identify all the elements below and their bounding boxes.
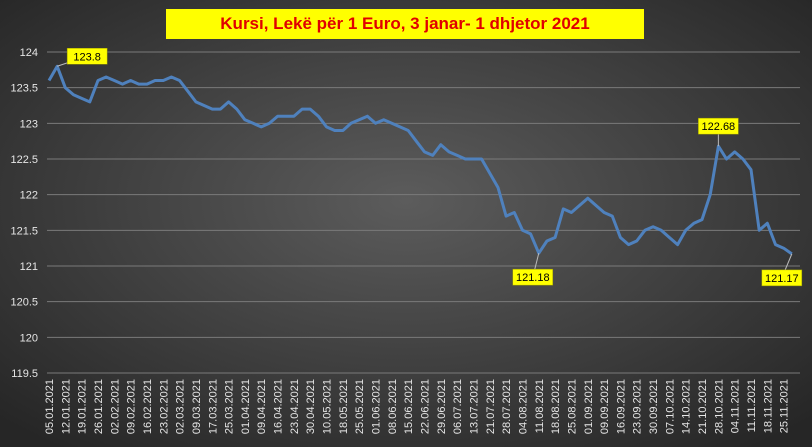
x-tick-label: 26.01.2021 xyxy=(93,379,105,434)
x-tick-label: 01.04.2021 xyxy=(240,379,252,434)
x-tick-label: 09.02.2021 xyxy=(126,379,138,434)
x-tick-label: 12.01.2021 xyxy=(60,379,72,434)
y-tick-label: 121.5 xyxy=(10,225,38,237)
label-box xyxy=(761,269,803,287)
x-tick-label: 16.09.2021 xyxy=(615,379,627,434)
x-tick-label: 14.10.2021 xyxy=(681,379,693,434)
x-tick-label: 21.10.2021 xyxy=(697,379,709,434)
y-tick-label: 121 xyxy=(20,261,38,273)
chart-title: Kursi, Lekë për 1 Euro, 3 janar- 1 dhjet… xyxy=(220,14,589,33)
x-tick-label: 09.09.2021 xyxy=(599,379,611,434)
y-tick-label: 122.5 xyxy=(10,154,38,166)
x-tick-label: 06.07.2021 xyxy=(452,379,464,434)
x-tick-label: 16.04.2021 xyxy=(273,379,285,434)
y-tick-label: 120.5 xyxy=(10,297,38,309)
x-tick-label: 18.11.2021 xyxy=(762,379,774,433)
x-tick-label: 23.02.2021 xyxy=(158,379,170,434)
x-tick-label: 17.03.2021 xyxy=(207,379,219,434)
x-tick-label: 05.01.2021 xyxy=(44,379,56,434)
y-tick-label: 122 xyxy=(20,190,38,202)
x-tick-label: 01.06.2021 xyxy=(371,379,383,434)
x-tick-label: 15.06.2021 xyxy=(403,379,415,434)
data-label: 122.68 xyxy=(702,121,736,133)
x-tick-label: 02.02.2021 xyxy=(109,379,121,434)
x-tick-label: 25.03.2021 xyxy=(224,379,236,434)
x-tick-label: 30.09.2021 xyxy=(648,379,660,434)
x-tick-label: 11.11.2021 xyxy=(746,379,758,432)
x-tick-label: 30.04.2021 xyxy=(305,379,317,434)
x-tick-label: 07.10.2021 xyxy=(664,379,676,434)
label-box xyxy=(66,48,108,65)
x-tick-label: 09.04.2021 xyxy=(256,379,268,434)
x-tick-label: 01.09.2021 xyxy=(583,379,595,434)
x-tick-label: 25.11.2021 xyxy=(779,379,791,433)
x-tick-label: 13.07.2021 xyxy=(468,379,480,434)
data-label: 121.17 xyxy=(765,273,799,285)
label-box xyxy=(512,268,554,286)
x-tick-label: 02.03.2021 xyxy=(175,379,187,434)
x-tick-label: 25.08.2021 xyxy=(566,379,578,434)
x-tick-label: 18.05.2021 xyxy=(338,379,350,434)
data-label: 123.8 xyxy=(73,51,101,63)
y-tick-label: 123 xyxy=(20,118,38,130)
x-tick-label: 28.07.2021 xyxy=(501,379,513,434)
x-tick-label: 19.01.2021 xyxy=(77,379,89,434)
x-tick-label: 22.06.2021 xyxy=(420,379,432,434)
x-tick-label: 11.08.2021 xyxy=(534,379,546,433)
series-line xyxy=(47,64,793,256)
y-tick-label: 119.5 xyxy=(11,368,38,380)
x-tick-label: 04.08.2021 xyxy=(517,379,529,434)
x-tick-label: 25.05.2021 xyxy=(354,379,366,434)
y-tick-label: 124 xyxy=(20,47,38,59)
x-tick-label: 28.10.2021 xyxy=(713,379,725,434)
x-tick-label: 23.09.2021 xyxy=(632,379,644,434)
x-tick-label: 09.03.2021 xyxy=(191,379,203,434)
y-tick-label: 120 xyxy=(20,332,38,344)
x-tick-label: 29.06.2021 xyxy=(436,379,448,434)
x-tick-label: 18.08.2021 xyxy=(550,379,562,434)
label-box xyxy=(698,117,739,135)
data-label: 121.18 xyxy=(516,272,550,284)
y-tick-label: 123.5 xyxy=(10,83,38,95)
x-tick-label: 16.02.2021 xyxy=(142,379,154,434)
title-box xyxy=(166,9,644,39)
x-tick-label: 23.04.2021 xyxy=(289,379,301,434)
x-tick-label: 21.07.2021 xyxy=(485,379,497,434)
x-tick-label: 04.11.2021 xyxy=(730,379,742,433)
x-tick-label: 08.06.2021 xyxy=(387,379,399,434)
x-tick-label: 10.05.2021 xyxy=(322,379,334,434)
